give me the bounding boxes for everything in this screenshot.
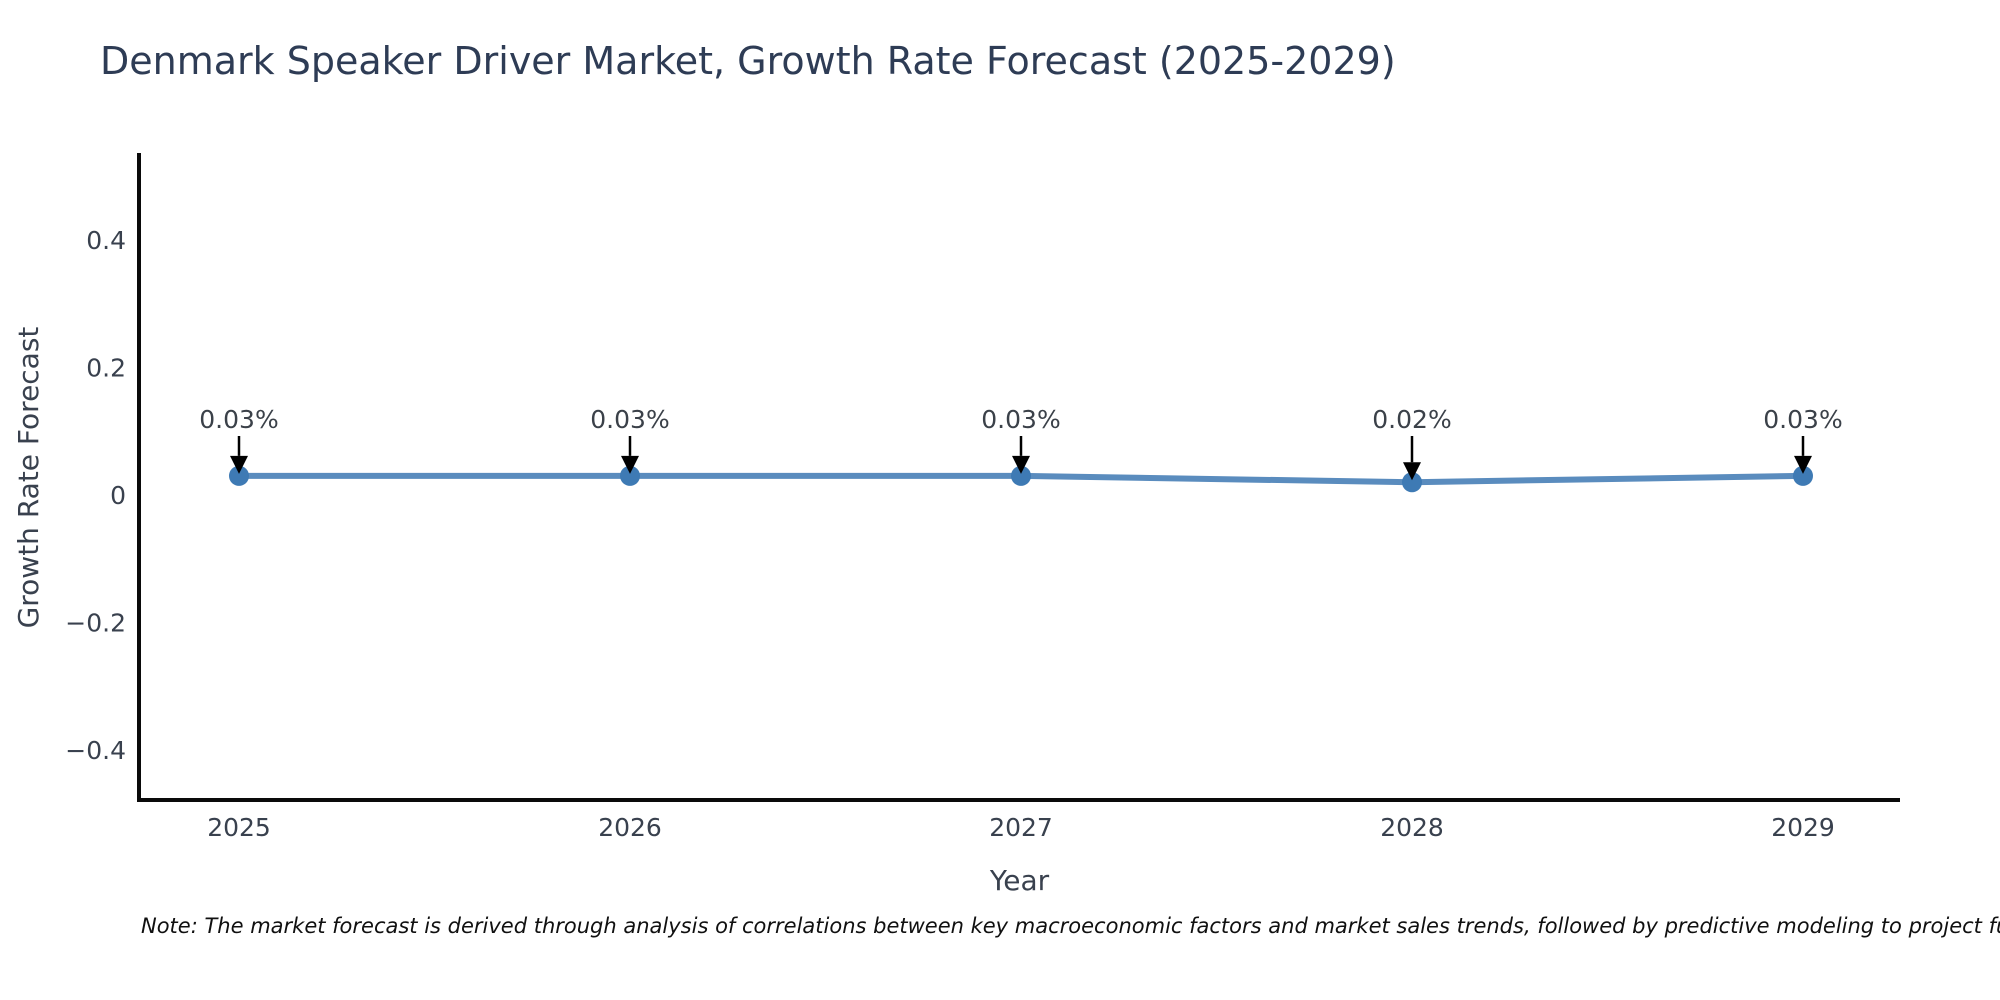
point-annotation-label: 0.03% [1763,405,1842,434]
data-point [620,465,640,486]
data-point [1011,465,1031,486]
point-annotation-label: 0.03% [590,405,669,434]
x-axis-title: Year [989,864,1050,897]
y-tick-label: 0.4 [86,226,126,255]
annotation-arrow-head [1012,455,1030,474]
x-tick-label: 2025 [207,813,271,842]
y-tick-label: −0.2 [65,609,126,638]
x-tick-label: 2028 [1380,813,1444,842]
annotation-arrow-head [230,455,248,474]
chart-title: Denmark Speaker Driver Market, Growth Ra… [100,39,1396,83]
annotation-arrow-head [1794,455,1812,474]
x-tick-label: 2029 [1771,813,1835,842]
data-point [1793,465,1813,486]
data-point [1402,472,1422,493]
annotation-arrow-head [621,455,639,474]
y-axis-title: Growth Rate Forecast [12,327,45,629]
y-tick-label: −0.4 [65,736,126,765]
footnote: Note: The market forecast is derived thr… [141,914,2000,938]
y-tick-label: 0 [110,481,126,510]
point-annotation-label: 0.03% [981,405,1060,434]
data-point [229,465,249,486]
y-tick-label: 0.2 [86,354,126,383]
point-annotation-label: 0.02% [1372,405,1451,434]
point-annotation-label: 0.03% [199,405,278,434]
x-tick-label: 2026 [598,813,662,842]
annotation-arrow-head [1403,462,1421,481]
x-tick-label: 2027 [989,813,1053,842]
